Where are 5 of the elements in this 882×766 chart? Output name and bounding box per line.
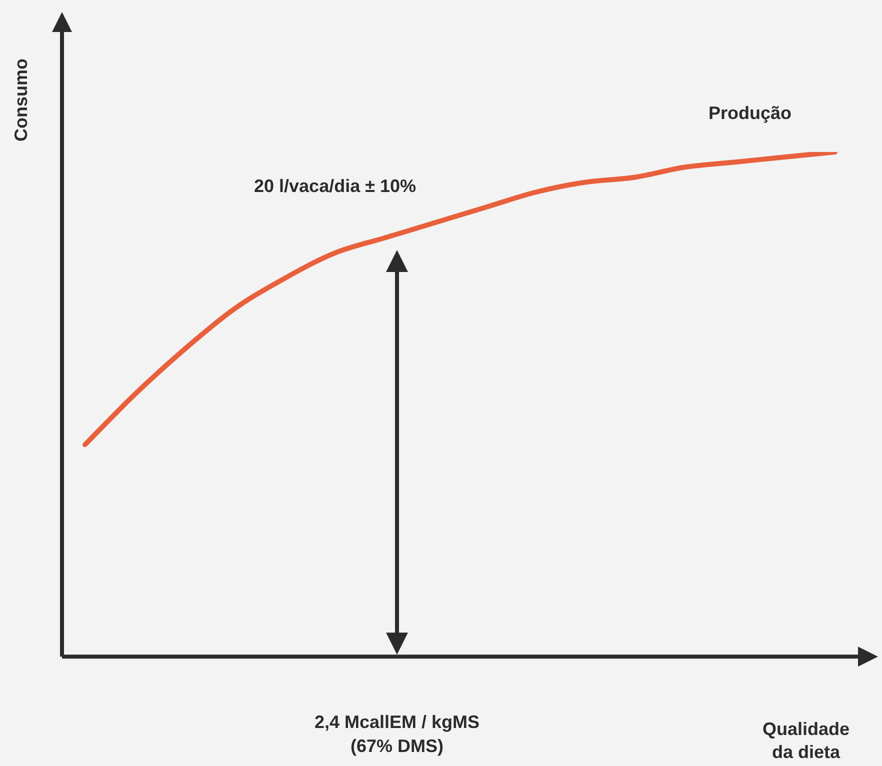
series-label: Produção — [708, 102, 792, 123]
annotation: 20 l/vaca/dia ± 10% — [254, 176, 416, 196]
text: 2,4 McallEM / kgMS (67% DMS) — [314, 712, 480, 756]
x-axis-title: Qualidade da dieta — [762, 718, 850, 762]
y-axis-title: Consumo — [10, 58, 31, 142]
